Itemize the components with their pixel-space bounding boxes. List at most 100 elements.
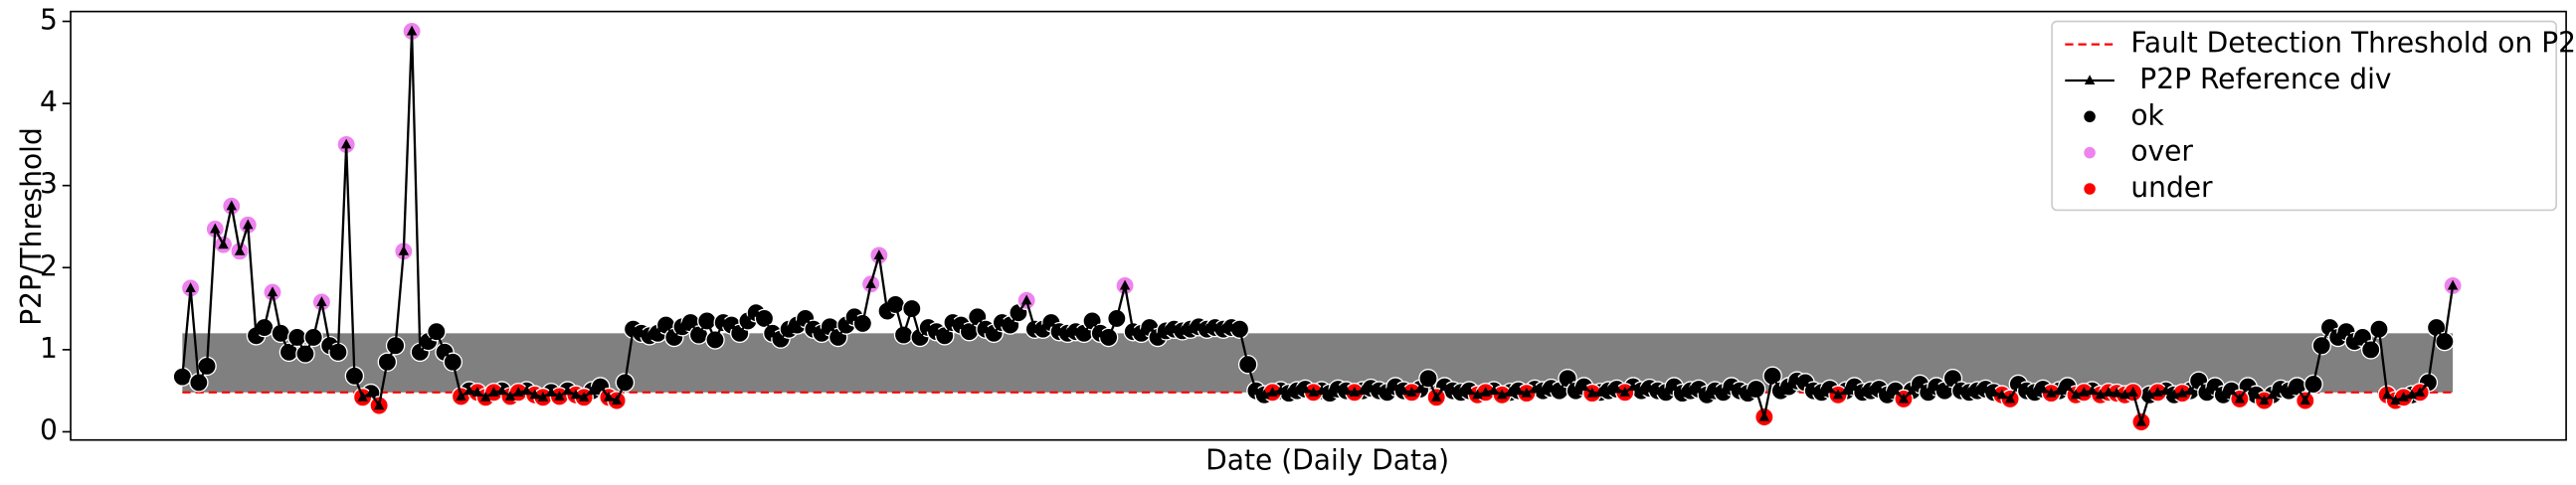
reference-marker [1816,387,1827,397]
reference-marker [1726,381,1738,392]
reference-marker [439,346,451,357]
reference-marker [652,327,663,338]
reference-marker [1734,385,1746,396]
reference-marker [1996,389,2008,400]
reference-marker [1194,320,1204,331]
reference-marker [1472,389,1483,400]
reference-marker [1300,383,1311,394]
reference-marker [947,316,959,327]
reference-marker [693,329,704,340]
reference-marker [1636,385,1647,396]
legend-symbol [2084,110,2096,123]
reference-marker [2365,344,2376,354]
reference-marker [2046,387,2057,398]
reference-marker [997,316,1008,327]
reference-marker [456,391,466,401]
reference-marker [324,339,335,350]
reference-marker [1185,323,1196,334]
reference-marker [2226,385,2237,396]
reference-marker [1349,387,1361,397]
reference-marker [1775,385,1786,396]
reference-marker [1029,323,1040,334]
reference-marker [562,385,573,396]
legend-symbol [2084,146,2096,159]
reference-marker [1521,387,1533,398]
reference-marker [1570,385,1581,396]
reference-marker [2021,385,2032,396]
reference-marker [881,305,893,316]
legend-symbol [2084,75,2096,85]
reference-marker [291,331,302,342]
reference-marker [1538,385,1549,396]
reference-marker [685,316,696,327]
reference-marker [1062,327,1073,338]
legend-label: ok [2130,98,2164,131]
reference-marker [2307,378,2319,389]
y-axis-label: P2P/Threshold [15,127,48,326]
reference-marker [931,325,942,336]
reference-marker [587,385,598,396]
reference-marker [1505,387,1516,397]
reference-marker [923,321,934,332]
reference-marker [1677,387,1688,398]
y-tick-label: 0 [40,413,58,446]
reference-marker [2004,393,2016,404]
reference-marker [554,391,565,401]
reference-marker [1799,377,1811,387]
reference-marker [488,387,499,397]
reference-marker [2357,331,2368,342]
reference-marker [1398,385,1409,396]
reference-marker [2029,387,2041,397]
reference-marker [2423,377,2434,387]
reference-marker [1578,381,1589,392]
reference-marker [283,346,294,357]
reference-marker [1882,389,1893,400]
reference-marker [873,249,885,259]
reference-marker [726,319,737,330]
reference-marker [2185,385,2196,396]
reference-marker [1898,393,1910,404]
reference-marker [1890,385,1901,396]
reference-marker [1857,387,1868,397]
reference-marker [2112,387,2122,398]
reference-marker [1078,327,1090,338]
reference-marker [463,385,474,396]
reference-marker [1341,385,1352,396]
reference-marker [2340,325,2352,336]
reference-marker [2119,389,2130,400]
reference-marker [423,335,434,346]
reference-marker [276,327,286,338]
reference-marker [578,391,590,402]
reference-marker [2381,389,2393,400]
reference-marker [595,381,606,392]
reference-marker [1562,372,1573,383]
reference-marker [734,327,745,338]
reference-marker [709,334,721,344]
reference-marker [1513,385,1524,396]
reference-marker [2275,383,2287,394]
reference-marker [2316,339,2327,350]
reference-marker [2373,323,2385,334]
reference-marker [1406,387,1417,397]
reference-marker [701,315,712,326]
reference-marker [808,323,820,334]
reference-marker [2054,385,2065,396]
reference-marker [1136,327,1147,338]
reference-marker [1169,323,1180,334]
reference-marker [1316,385,1328,396]
reference-marker [1177,325,1188,335]
reference-marker [1225,321,1237,332]
reference-marker [2037,383,2049,394]
reference-marker [390,339,401,350]
reference-marker [521,385,532,396]
reference-marker [742,315,754,326]
reference-marker [1086,315,1098,326]
reference-marker [2390,395,2401,405]
reference-marker [2062,381,2073,392]
reference-marker [989,327,1000,338]
y-tick-label: 1 [40,332,58,365]
reference-marker [1980,383,1991,394]
reference-marker [775,333,787,344]
reference-marker [1095,327,1106,338]
reference-marker [1070,325,1081,336]
